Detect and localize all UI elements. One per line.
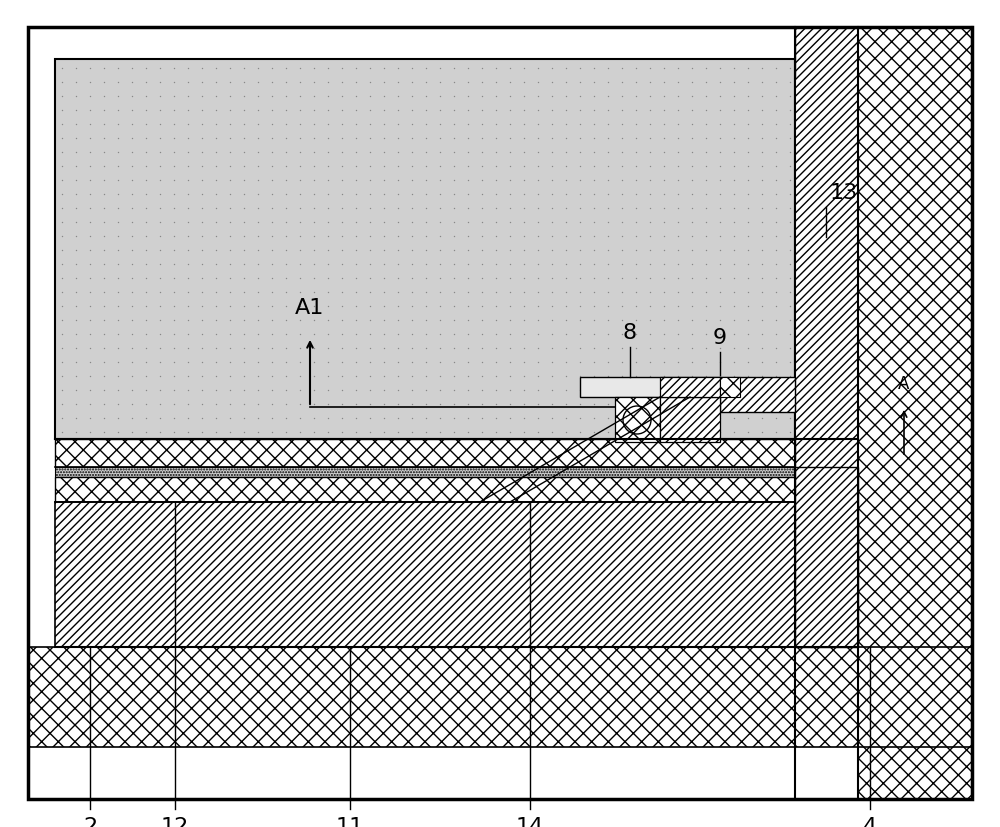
Bar — [795, 467, 858, 648]
Text: 13: 13 — [830, 183, 858, 203]
Text: 11: 11 — [336, 816, 364, 827]
Bar — [720, 378, 795, 413]
Bar — [660, 398, 720, 442]
Bar — [580, 378, 720, 398]
Text: 2: 2 — [83, 816, 97, 827]
Text: 8: 8 — [623, 323, 637, 342]
Bar — [660, 378, 720, 398]
Text: 12: 12 — [161, 816, 189, 827]
Bar — [55, 467, 795, 477]
Text: A: A — [898, 375, 910, 393]
Bar — [55, 477, 795, 502]
Bar — [55, 439, 795, 467]
Bar — [55, 60, 795, 439]
Bar — [795, 28, 858, 587]
Bar — [615, 398, 660, 442]
Bar — [55, 502, 795, 648]
Text: 14: 14 — [516, 816, 544, 827]
Text: 9: 9 — [713, 327, 727, 347]
Bar — [858, 28, 972, 799]
Text: 4: 4 — [863, 816, 877, 827]
Bar — [28, 648, 972, 747]
Text: A1: A1 — [295, 298, 325, 318]
Bar — [720, 378, 740, 398]
